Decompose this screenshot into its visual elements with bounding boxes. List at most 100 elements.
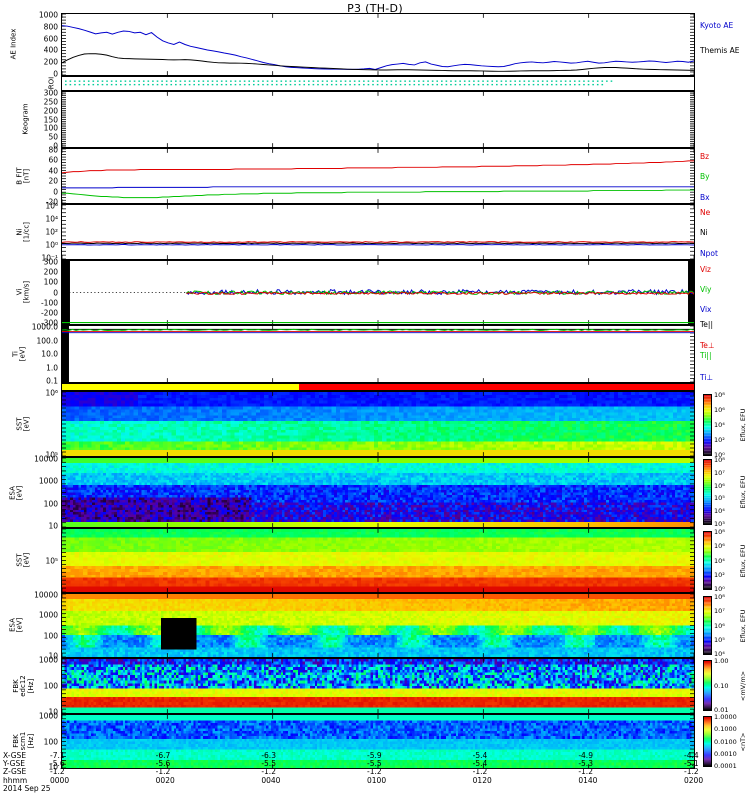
y-tick-label: 1000 [39, 478, 58, 486]
panel-fbk-scm1-yticks: 1000 100 10 [6, 712, 58, 771]
colorbar-esa-e [703, 596, 712, 655]
xaxis-x-gse-value: -7.1 [50, 751, 69, 760]
panel-sst-e-plot [62, 529, 694, 592]
colorbar-fbk-scm1 [703, 716, 712, 767]
mode-segment-a [62, 384, 299, 390]
y-tick-label: -100 [41, 299, 58, 307]
xaxis-x-gse-value: -4.9 [578, 751, 597, 760]
panel-ae-yticks: 1000 800 600 400 200 0 [6, 11, 58, 77]
y-tick-label: 1.0 [46, 364, 58, 372]
colorbar-tick: 10⁸ [714, 529, 725, 536]
y-tick-label: 10⁰ [45, 241, 58, 249]
panel-fbk-edc12-plot [62, 659, 694, 713]
xaxis-z-gse-value: -1.2 [50, 768, 69, 776]
mode-strip [61, 383, 695, 391]
legend-ni: Ni [700, 229, 708, 237]
colorbar-esa-i [703, 459, 712, 525]
xaxis-z-gse-value: -1.2 [473, 768, 492, 776]
legend-bx: Bx [700, 194, 710, 202]
colorbar-tick: 10⁵ [714, 636, 725, 644]
colorbar-tick: 10⁴ [714, 422, 725, 429]
panel-ni [61, 204, 695, 260]
colorbar-label: <nT> [739, 732, 747, 751]
panel-roi-plot [62, 77, 694, 90]
xaxis-tick-group: -4.4 -5.1 -1.2 0200 [684, 751, 703, 785]
y-tick-label: 100 [44, 125, 58, 133]
y-tick-label: 1000 [39, 712, 58, 720]
legend-ne: Ne [700, 209, 710, 217]
colorbar-tick: 10² [714, 437, 725, 444]
y-tick-label: 300 [44, 89, 58, 97]
y-tick-label: 10.0 [41, 350, 58, 358]
y-tick-label: 10⁵ [45, 451, 58, 459]
panel-bfit-plot [62, 149, 694, 203]
y-tick-label: 800 [44, 23, 58, 31]
y-tick-label: 10 [48, 652, 58, 660]
y-tick-label: 10 [48, 763, 58, 771]
legend-kyoto-ae: Kyoto AE [700, 22, 733, 30]
panel-ae [61, 13, 695, 76]
xaxis-y-gse-value: -5.5 [261, 759, 280, 768]
y-tick-label: 100 [44, 632, 58, 640]
panel-keogram [61, 91, 695, 148]
xaxis-y-gse-value: -5.5 [367, 759, 386, 768]
xaxis-x-gse-value: -6.3 [261, 751, 280, 760]
colorbar-tick: 0.0010 [714, 750, 737, 758]
y-tick-label: 80 [48, 146, 58, 154]
xaxis-time-value: 0200 [684, 776, 703, 785]
panel-sst-e [61, 528, 695, 593]
panel-esa-i-plot [62, 458, 694, 527]
legend-ti-par: Ti|| [700, 352, 712, 360]
y-tick-label: 40 [48, 167, 58, 175]
panel-esa-i-yticks: 10000 1000 100 10 [6, 455, 58, 530]
xaxis-z-gse-value: -1.2 [261, 768, 280, 776]
y-tick-label: 100 [44, 738, 58, 746]
y-tick-label: 10 [48, 708, 58, 716]
y-tick-label: 0 [53, 188, 58, 196]
y-tick-label: 0 [53, 142, 58, 150]
y-tick-label: 400 [44, 47, 58, 55]
xaxis-time-value: 0020 [156, 776, 175, 785]
colorbar-label: Eflux, EFU [739, 609, 747, 642]
legend-npot: Npot [700, 250, 718, 258]
y-tick-label: 200 [44, 268, 58, 276]
xaxis-row-labels: X-GSE Y-GSE Z-GSE hhmm 2014 Sep 25 [3, 751, 51, 793]
colorbar-tick: 10⁸ [714, 594, 725, 601]
panel-esa-e [61, 593, 695, 658]
panel-ni-plot [62, 205, 694, 259]
panel-ti [61, 325, 695, 383]
colorbar-tick: 1.00 [714, 658, 728, 665]
colorbar-label: Eflux, EFU [739, 544, 747, 577]
y-tick-label: 1000 [39, 656, 58, 664]
legend-themis-ae: Themis AE [700, 47, 740, 55]
colorbar-tick: 0.0100 [714, 738, 737, 745]
panel-ti-yticks: 1000.0 100.0 10.0 1.0 0.1 [6, 323, 58, 384]
y-tick-label: 10 [48, 522, 58, 530]
colorbar-sst-e [703, 531, 712, 590]
colorbar-tick: 10³ [714, 521, 725, 528]
panel-esa-e-yticks: 10000 1000 100 10 [6, 591, 58, 660]
colorbar-tick: 10⁰ [714, 586, 725, 593]
colorbar-tick: 0.10 [714, 682, 728, 689]
colorbar-tick: 0.1000 [714, 726, 737, 733]
y-tick-label: 10⁵ [45, 557, 58, 565]
xaxis-time-value: 0140 [578, 776, 597, 785]
xaxis-z-gse-value: -1.2 [578, 768, 597, 776]
xaxis-z-gse-value: -1.2 [684, 768, 703, 776]
colorbar-tick: 1.0000 [714, 714, 737, 721]
colorbar-tick: 10⁴ [714, 557, 725, 564]
colorbar-fbk-edc12 [703, 660, 712, 711]
legend-viy: Viy [700, 286, 712, 294]
y-tick-label: 10⁴ [45, 215, 58, 223]
xaxis-x-gse-value: -4.4 [684, 751, 703, 760]
y-tick-label: -200 [41, 309, 58, 317]
y-tick-label: 10000 [34, 455, 58, 463]
y-tick-label: 600 [44, 35, 58, 43]
panel-bfit [61, 148, 695, 204]
colorbar-label: Eflux, EFU [739, 476, 747, 509]
panel-vi-plot [62, 261, 694, 324]
y-tick-label: 50 [48, 133, 58, 141]
xaxis-x-gse-value: -5.9 [367, 751, 386, 760]
panel-sst-e-yticks: 10⁵ [6, 528, 58, 593]
